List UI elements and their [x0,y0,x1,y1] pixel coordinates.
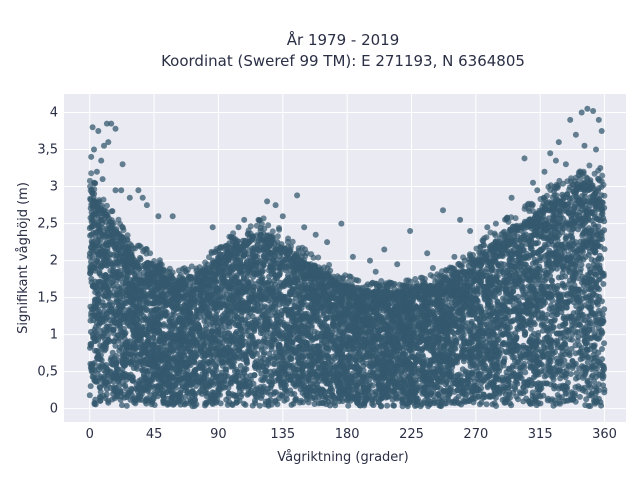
data-point [492,394,499,401]
data-point [279,307,285,314]
data-point [554,392,561,398]
data-point [550,376,557,383]
data-point [593,354,600,361]
data-point [541,373,548,380]
data-point [324,352,331,359]
data-point [568,345,575,352]
data-point [601,227,608,234]
data-point [419,352,426,359]
data-point [522,369,529,376]
data-point [308,324,315,331]
data-point [589,299,596,306]
data-point [182,393,189,400]
data-point [500,295,506,302]
data-point [540,363,547,370]
data-point [582,402,589,409]
data-point [513,335,520,342]
data-point [384,402,391,409]
data-point [87,383,94,390]
data-point [594,301,601,308]
data-point [544,311,551,318]
chart-title: År 1979 - 2019 [287,30,400,49]
data-points [86,105,608,410]
data-point [572,342,579,349]
data-point [469,369,476,376]
data-point [582,324,589,331]
data-point [266,350,273,357]
data-point [601,306,608,313]
data-point [97,397,104,404]
data-point [567,371,574,377]
data-point [537,257,544,264]
data-point [86,392,93,399]
data-point [292,397,299,404]
data-point [261,303,268,310]
data-point [193,383,199,389]
data-point [532,240,539,247]
data-point [601,246,608,253]
data-point [137,254,143,261]
data-point [599,272,606,279]
data-point [562,235,569,242]
chart-subtitle: Koordinat (Sweref 99 TM): E 271193, N 63… [161,52,525,70]
data-point [92,347,98,354]
data-point [203,317,210,324]
data-point [507,293,514,300]
data-point [233,274,240,281]
data-point [345,402,352,409]
data-point [540,392,547,399]
data-point [213,316,220,323]
data-point [95,322,102,329]
data-point [459,366,466,373]
data-point [436,392,442,399]
data-point [132,350,139,357]
